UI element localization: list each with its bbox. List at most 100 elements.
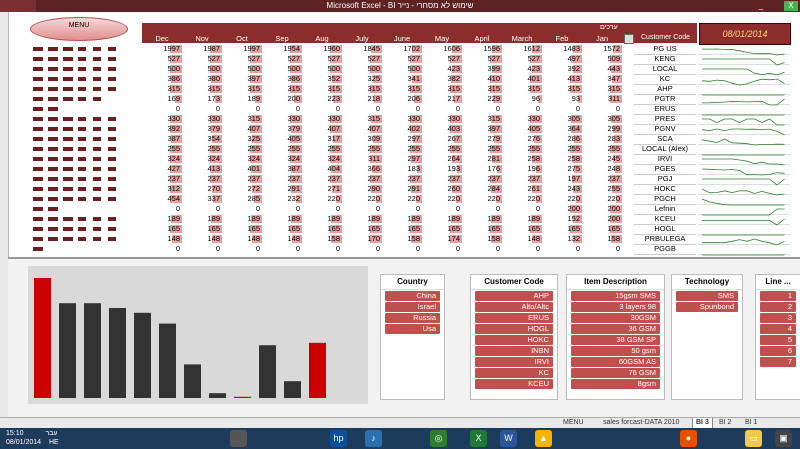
value-cell[interactable]: 0	[262, 204, 302, 214]
value-cell[interactable]: 500	[142, 64, 182, 74]
customer-code-cell[interactable]: KENG	[634, 54, 696, 65]
computer-icon[interactable]: ▣	[775, 430, 792, 447]
value-cell[interactable]: 0	[182, 204, 222, 214]
value-cell[interactable]: 392	[142, 124, 182, 134]
value-cell[interactable]: 255	[302, 144, 342, 154]
date-cell[interactable]: 08/01/2014	[699, 23, 791, 45]
value-cell[interactable]: 423	[502, 64, 542, 74]
value-cell[interactable]: 220	[342, 194, 382, 204]
slicer-technology[interactable]: Technology SMS Spunbond	[671, 274, 743, 400]
value-cell[interactable]: 407	[302, 124, 342, 134]
value-cell[interactable]: 0	[182, 104, 222, 114]
value-cell[interactable]: 379	[262, 124, 302, 134]
slicer-item[interactable]: SMS	[676, 291, 738, 301]
value-cell[interactable]: 1572	[582, 44, 622, 54]
chart-bar[interactable]	[184, 364, 201, 398]
chart-bar[interactable]	[259, 345, 276, 398]
excel-icon[interactable]: X	[470, 430, 487, 447]
value-cell[interactable]: 315	[142, 84, 182, 94]
value-cell[interactable]: 245	[582, 154, 622, 164]
value-cell[interactable]: 255	[382, 144, 422, 154]
table-row[interactable]: 315 315 315 315 315 315 315 315 315 315 315 315 AHP	[142, 84, 697, 95]
value-cell[interactable]: 237	[502, 174, 542, 184]
value-cell[interactable]: 165	[182, 224, 222, 234]
value-cell[interactable]: 148	[142, 234, 182, 244]
customer-code-cell[interactable]: PGGB	[634, 244, 696, 255]
value-cell[interactable]: 1845	[342, 44, 382, 54]
slicer-item[interactable]: 2	[760, 302, 796, 312]
value-cell[interactable]: 255	[422, 144, 462, 154]
value-cell[interactable]: 527	[302, 54, 342, 64]
slicer-item[interactable]: HOGL	[475, 324, 553, 334]
table-row[interactable]: 324 324 324 324 324 311 297 264 281 258 258 245 IRVI	[142, 154, 697, 165]
table-row[interactable]: 312 270 272 291 271 290 291 260 284 261 243 255 HOKC	[142, 184, 697, 195]
table-row[interactable]: 237 237 237 237 237 237 237 237 237 237 197 237 PGJ	[142, 174, 697, 185]
word-icon[interactable]: W	[500, 430, 517, 447]
value-cell[interactable]: 237	[142, 174, 182, 184]
value-cell[interactable]: 173	[182, 94, 222, 104]
bar-chart[interactable]	[28, 266, 368, 404]
customer-code-cell[interactable]: HOGL	[634, 224, 696, 235]
value-cell[interactable]: 347	[582, 74, 622, 84]
value-cell[interactable]: 165	[582, 224, 622, 234]
value-cell[interactable]: 315	[502, 84, 542, 94]
value-cell[interactable]: 315	[422, 84, 462, 94]
value-cell[interactable]: 311	[342, 154, 382, 164]
value-cell[interactable]: 279	[462, 134, 502, 144]
value-cell[interactable]: 0	[382, 104, 422, 114]
value-cell[interactable]: 196	[502, 164, 542, 174]
value-cell[interactable]: 189	[462, 214, 502, 224]
value-cell[interactable]: 315	[382, 84, 422, 94]
value-cell[interactable]: 305	[542, 114, 582, 124]
value-cell[interactable]: 387	[262, 164, 302, 174]
value-cell[interactable]: 413	[542, 74, 582, 84]
value-cell[interactable]: 392	[542, 64, 582, 74]
chart-bar[interactable]	[209, 393, 226, 398]
firefox-icon[interactable]: ●	[680, 430, 697, 447]
value-cell[interactable]: 527	[142, 54, 182, 64]
chart-bar[interactable]	[59, 303, 76, 398]
value-cell[interactable]: 497	[542, 54, 582, 64]
value-cell[interactable]: 158	[462, 234, 502, 244]
minimize-button[interactable]: _	[758, 1, 764, 10]
tab-bi1[interactable]: BI 1	[745, 419, 758, 426]
value-cell[interactable]: 165	[302, 224, 342, 234]
value-cell[interactable]: 237	[422, 174, 462, 184]
value-cell[interactable]: 527	[382, 54, 422, 64]
value-cell[interactable]: 258	[502, 154, 542, 164]
value-cell[interactable]: 206	[382, 94, 422, 104]
value-cell[interactable]: 0	[422, 204, 462, 214]
value-cell[interactable]: 255	[582, 144, 622, 154]
value-cell[interactable]: 217	[422, 94, 462, 104]
value-cell[interactable]: 290	[342, 184, 382, 194]
value-cell[interactable]: 1997	[142, 44, 182, 54]
slicer-item[interactable]: 30GSM	[571, 313, 660, 323]
value-cell[interactable]: 189	[422, 214, 462, 224]
value-cell[interactable]: 170	[342, 234, 382, 244]
chart-bar[interactable]	[284, 381, 301, 398]
close-button[interactable]: X	[784, 1, 798, 11]
value-cell[interactable]: 500	[222, 64, 262, 74]
value-cell[interactable]: 189	[262, 214, 302, 224]
value-cell[interactable]: 189	[342, 214, 382, 224]
value-cell[interactable]: 176	[462, 164, 502, 174]
value-cell[interactable]: 397	[462, 124, 502, 134]
value-cell[interactable]: 454	[142, 194, 182, 204]
value-cell[interactable]: 148	[222, 234, 262, 244]
value-cell[interactable]: 401	[222, 164, 262, 174]
value-cell[interactable]: 132	[542, 234, 582, 244]
customer-code-cell[interactable]: ERUS	[634, 104, 696, 115]
value-cell[interactable]: 0	[342, 204, 382, 214]
table-row[interactable]: 0 0 0 0 0 0 0 0 0 0 200 200 Lefnin	[142, 204, 697, 215]
value-cell[interactable]: 427	[142, 164, 182, 174]
value-cell[interactable]: 148	[262, 234, 302, 244]
filter-dropdown-icon[interactable]	[624, 34, 634, 44]
customer-code-cell[interactable]: LOCAL	[634, 64, 696, 75]
value-cell[interactable]: 1960	[302, 44, 342, 54]
value-cell[interactable]: 200	[262, 94, 302, 104]
value-cell[interactable]: 165	[422, 224, 462, 234]
customer-code-cell[interactable]: PRBULEGA	[634, 234, 696, 245]
value-cell[interactable]: 1954	[262, 44, 302, 54]
value-cell[interactable]: 165	[382, 224, 422, 234]
value-cell[interactable]: 386	[142, 74, 182, 84]
